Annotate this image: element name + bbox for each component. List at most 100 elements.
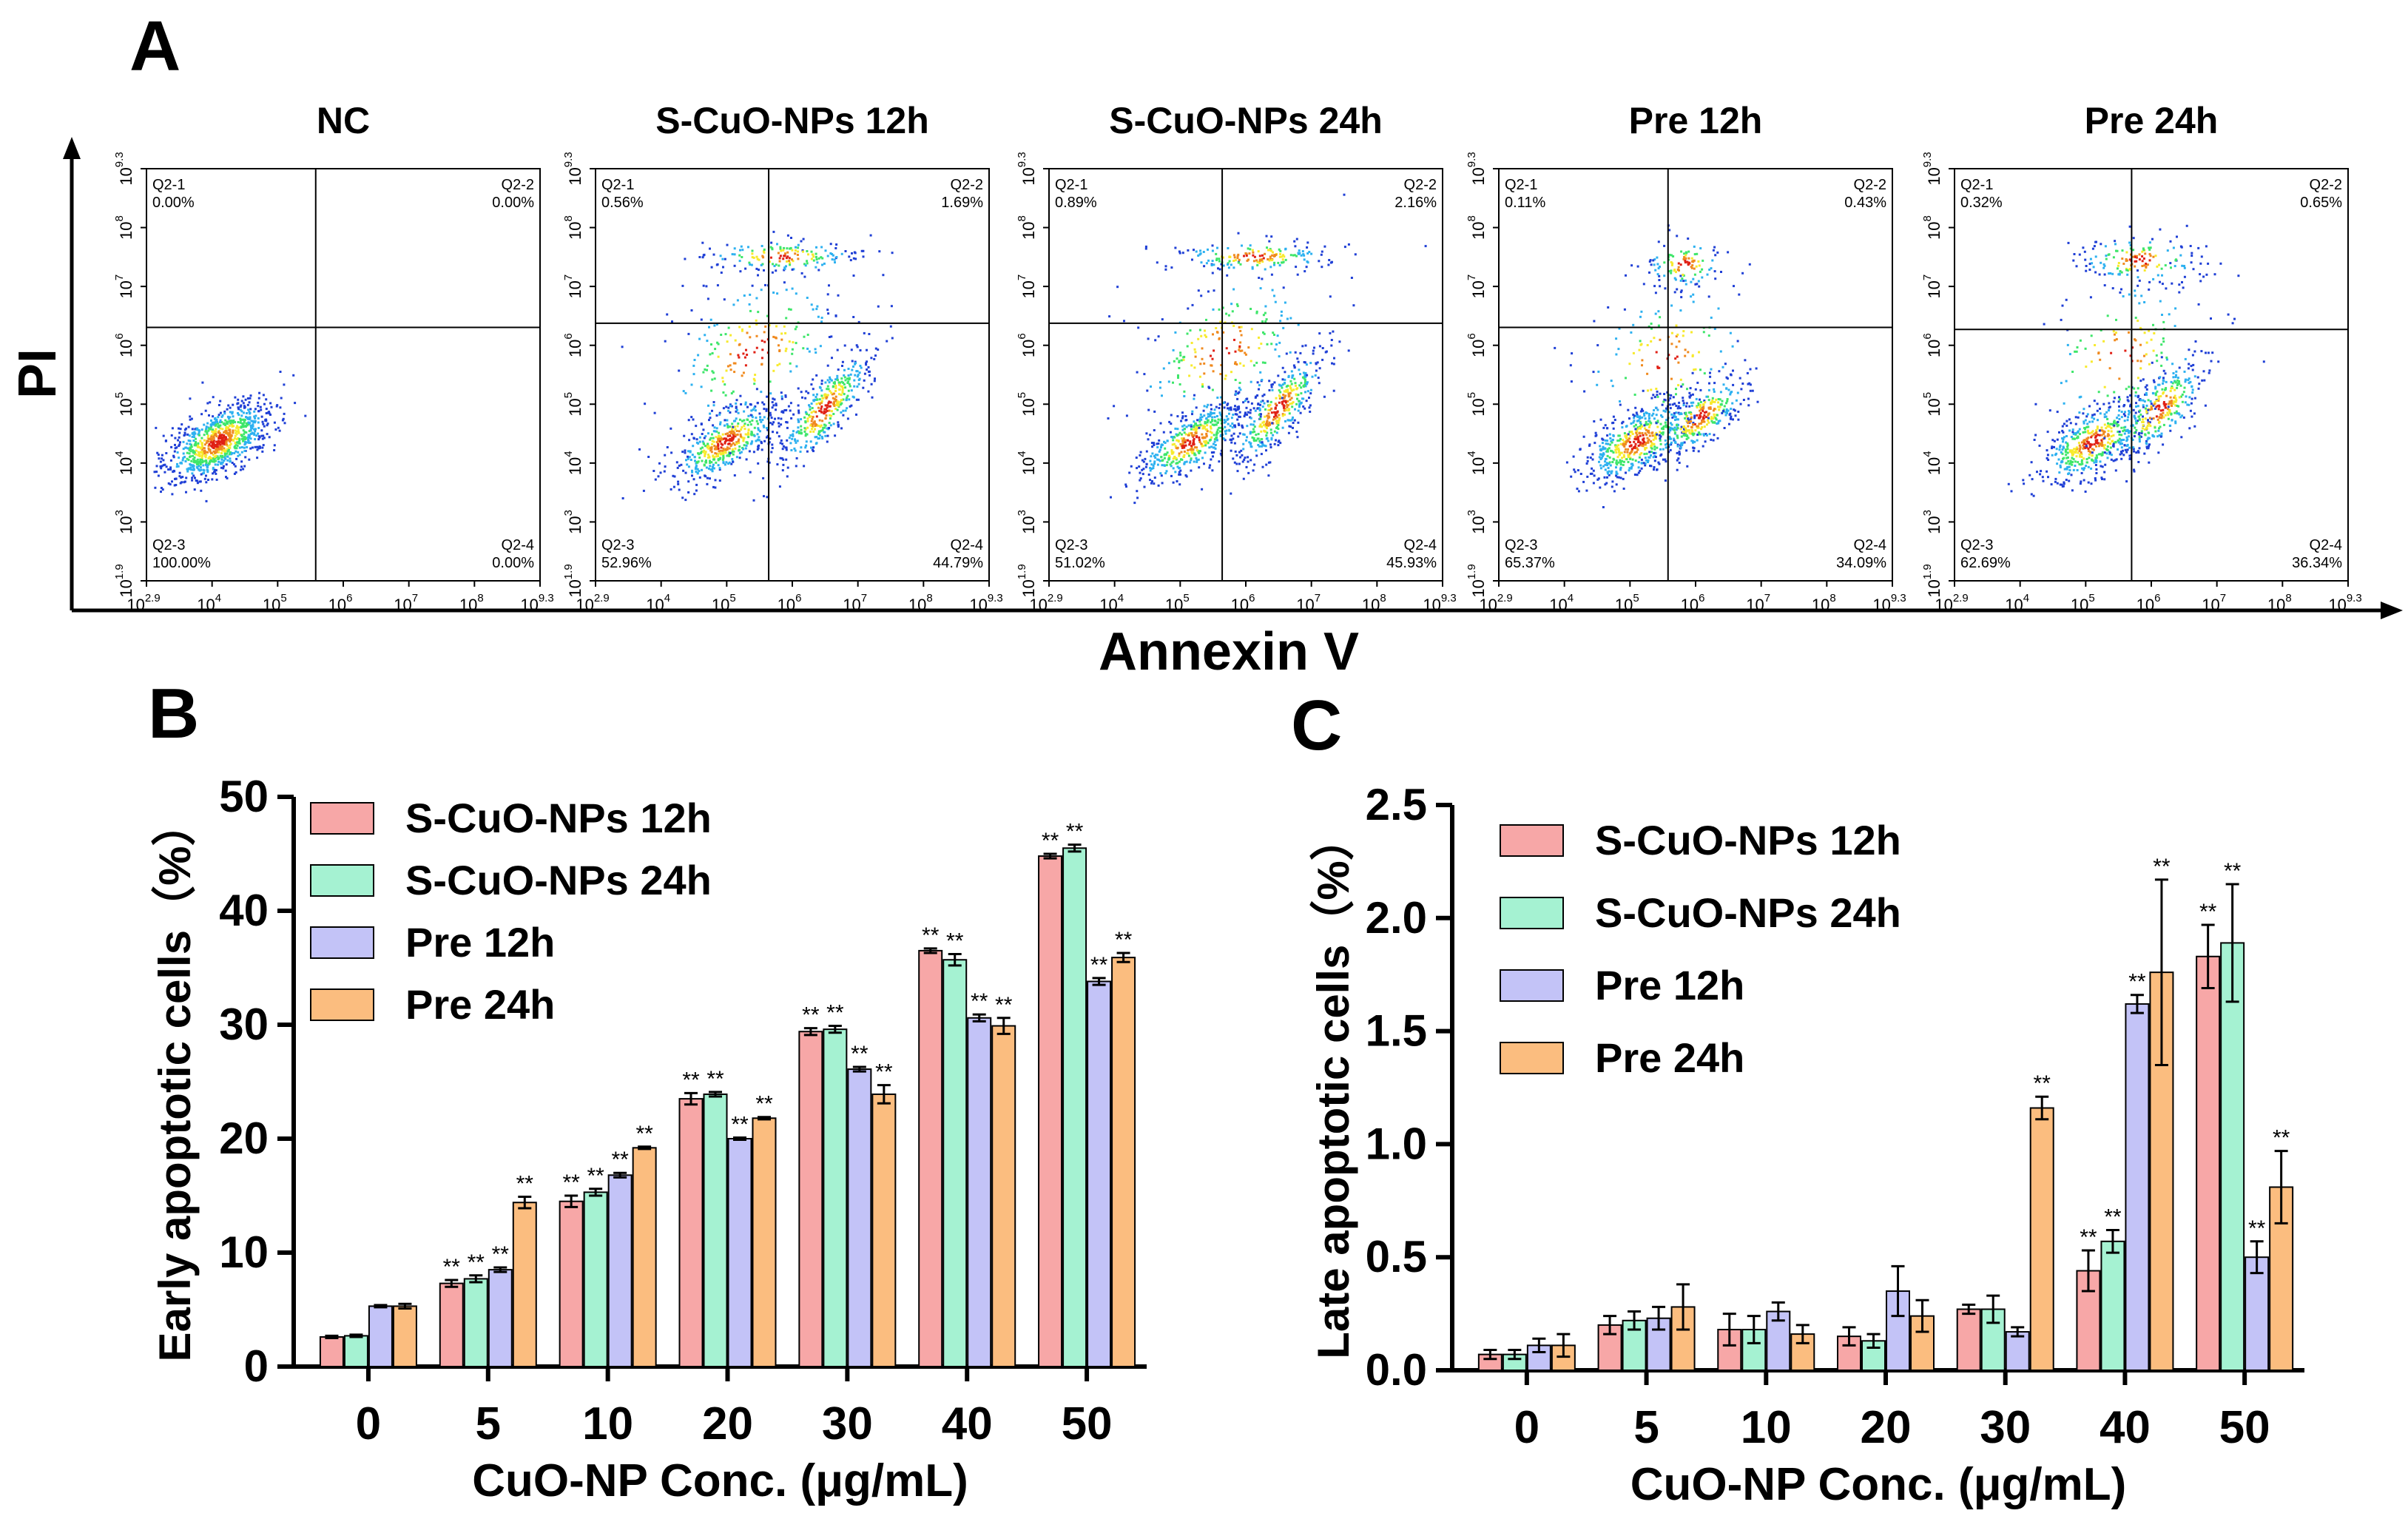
bar [463,1278,488,1368]
flow-y-tick-label: 105 [113,392,135,417]
quadrant-percent-4: 34.09% [1836,555,1886,571]
flow-y-tick-label: 103 [1466,510,1488,534]
flow-plot-2: S-CuO-NPs 12h Q2-1 0.56% Q2-2 1.69% Q2-3 52.96… [562,100,1003,614]
bar [319,1335,344,1367]
significance-marker: ** [2199,900,2217,924]
bar [559,1200,584,1367]
bar [512,1202,537,1367]
flow-y-tick-label: 104 [113,451,135,475]
significance-marker: ** [611,1148,629,1172]
legend-label: Pre 24h [1595,1034,1744,1081]
significance-marker: ** [971,989,988,1014]
bar [727,1138,752,1367]
significance-marker: ** [802,1003,820,1028]
flow-y-tick-label: 109.3 [1466,152,1488,185]
legend-swatch [1500,824,1564,857]
quadrant-percent-1: 0.89% [1055,195,1097,211]
x-tick-label: 0 [356,1398,381,1449]
bar [871,1093,897,1367]
flow-y-tick-label: 101.9 [1921,564,1943,597]
quadrant-percent-3: 100.00% [152,555,211,571]
significance-marker: ** [755,1092,773,1116]
bar [2220,942,2245,1371]
flow-y-tick-label: 108 [1466,215,1488,240]
significance-marker: ** [2128,970,2146,994]
bar [1087,980,1112,1367]
significance-marker: ** [2224,859,2242,883]
bar [703,1093,728,1367]
bar [942,959,968,1367]
bar [1790,1333,1815,1372]
bar [2005,1331,2030,1371]
quadrant-name-1: Q2-1 [1055,177,1087,193]
flow-y-tick-label: 105 [562,392,584,417]
x-tick-label: 10 [582,1398,633,1449]
flow-plot-title: S-CuO-NPs 12h [655,100,929,141]
bar [798,1031,823,1367]
legend-label: S-CuO-NPs 12h [1595,817,1901,863]
flow-y-tick-label: 101.9 [562,564,584,597]
bar [632,1147,657,1367]
significance-marker: ** [562,1170,580,1195]
flow-y-tick-label: 101.9 [1466,564,1488,597]
significance-marker: ** [516,1172,534,1196]
quadrant-percent-4: 45.93% [1386,555,1437,571]
flow-y-tick-label: 103 [562,510,584,534]
flow-y-tick-label: 104 [1466,451,1488,475]
quadrant-name-3: Q2-3 [1505,537,1537,553]
flow-y-tick-label: 107 [1466,274,1488,299]
significance-marker: ** [1090,953,1108,977]
y-tick-label: 0 [244,1341,269,1391]
x-tick-label: 20 [702,1398,753,1449]
flow-x-tick-label: 108 [1362,592,1386,614]
significance-marker: ** [682,1068,700,1092]
x-tick-label: 30 [1980,1402,2031,1453]
quadrant-name-2: Q2-2 [951,177,983,193]
flow-y-tick-label: 107 [1016,274,1038,299]
flow-plot-5: Pre 24h Q2-1 0.32% Q2-2 0.65% Q2-3 62.69% Q2-4 3… [1921,100,2362,614]
y-tick-label: 40 [219,886,269,935]
quadrant-name-4: Q2-4 [1854,537,1886,553]
flow-y-tick-label: 105 [1466,392,1488,417]
y-tick-label: 2.5 [1366,780,1427,829]
bar [1038,855,1063,1367]
quadrant-percent-2: 0.43% [1844,195,1886,211]
flow-y-axis-label: PI [8,348,67,399]
significance-marker: ** [875,1060,893,1085]
bar [752,1117,777,1368]
significance-marker: ** [468,1250,485,1275]
flow-plot-frame [595,168,990,582]
quadrant-percent-2: 2.16% [1394,195,1437,211]
flow-panels: NC Q2-1 0.00% Q2-2 0.00% Q2-3 100.00% Q2-4 0.00%… [113,100,2362,614]
x-tick-label: 5 [1633,1402,1659,1453]
bar [439,1282,464,1367]
legend-swatch [310,802,374,835]
quadrant-name-3: Q2-3 [1055,537,1087,553]
bar [918,949,943,1367]
flow-y-tick-label: 101.9 [1016,564,1038,597]
y-tick-label: 2.0 [1366,893,1427,943]
quadrant-percent-4: 36.34% [2292,555,2342,571]
x-tick-label: 10 [1741,1402,1792,1453]
significance-marker: ** [946,929,964,954]
legend-swatch [1500,1042,1564,1074]
y-tick-label: 50 [219,772,269,821]
bar [1956,1308,1981,1372]
y-tick-label: 0.5 [1366,1232,1427,1281]
panel-label-b: B [148,674,199,753]
significance-marker: ** [2034,1071,2051,1096]
quadrant-name-2: Q2-2 [1854,177,1886,193]
y-tick-label: 20 [219,1114,269,1163]
significance-marker: ** [443,1255,461,1279]
flow-plot-title: Pre 12h [1629,100,1763,141]
flow-plot-4: Pre 12h Q2-1 0.11% Q2-2 0.43% Q2-3 65.37% Q2-4 3… [1466,100,1906,614]
flow-y-tick-label: 105 [1016,392,1038,417]
quadrant-percent-3: 62.69% [1960,555,2011,571]
legend-label: S-CuO-NPs 24h [1595,889,1901,936]
bar [1062,847,1087,1368]
flow-y-tick-label: 108 [1921,215,1943,240]
flow-y-tick-label: 107 [1921,274,1943,299]
significance-marker: ** [851,1042,869,1066]
legend-label: Pre 12h [1595,962,1744,1008]
